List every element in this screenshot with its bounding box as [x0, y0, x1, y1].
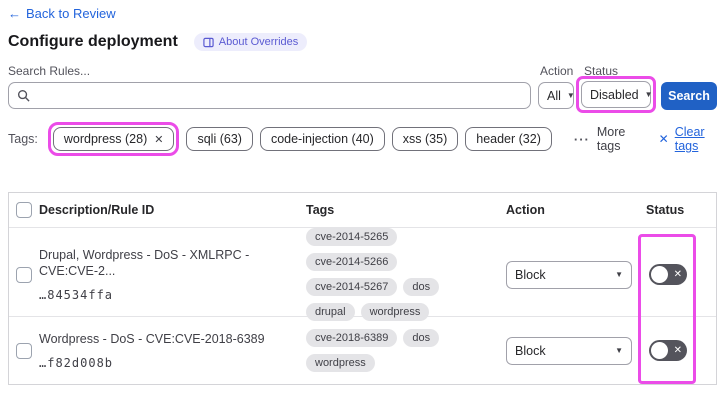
page-title: Configure deployment — [8, 33, 178, 50]
search-button[interactable]: Search — [661, 82, 717, 110]
tag-pill: dos — [403, 329, 440, 347]
more-tags-button[interactable]: ··· More tags — [574, 125, 637, 153]
row-checkbox[interactable] — [16, 266, 32, 283]
action-select-value: Block — [515, 267, 546, 282]
action-filter-value: All — [547, 88, 561, 103]
action-select[interactable]: Block ▼ — [506, 336, 632, 365]
title-row: Configure deployment About Overrides — [8, 33, 308, 51]
status-filter-value: Disabled — [590, 87, 639, 102]
rule-id: …f82d008b — [39, 356, 114, 371]
chevron-down-icon: ▼ — [615, 346, 623, 355]
status-filter-highlight-box: Disabled ▼ — [576, 76, 656, 113]
column-header-action: Action — [506, 203, 545, 217]
table-header-row: Description/Rule ID Tags Action Status — [9, 193, 716, 228]
close-icon: ✕ — [658, 132, 669, 146]
tag-chip-label: sqli (63) — [197, 132, 242, 146]
back-link-label: Back to Review — [26, 6, 116, 21]
remove-tag-icon[interactable]: ✕ — [154, 133, 164, 146]
rules-table: Description/Rule ID Tags Action Status D… — [8, 192, 717, 385]
action-select[interactable]: Block ▼ — [506, 260, 632, 289]
tag-pill: cve-2014-5267 — [306, 278, 398, 296]
search-rules-input-wrap — [8, 82, 531, 109]
search-rules-label: Search Rules... — [8, 64, 91, 78]
back-to-review-link[interactable]: ← Back to Review — [8, 6, 116, 21]
row-checkbox[interactable] — [16, 342, 32, 359]
tag-pill: wordpress — [360, 303, 430, 321]
status-label: Status — [584, 64, 619, 78]
tag-pill: drupal — [306, 303, 355, 321]
clear-tags-label: Clear tags — [674, 125, 705, 153]
tag-pill: wordpress — [306, 354, 375, 372]
column-header-status: Status — [646, 203, 685, 217]
search-icon — [17, 89, 30, 102]
tags-bar: Tags: wordpress (28) ✕ sqli (63) code-in… — [8, 122, 717, 156]
selected-tag-highlight-box: wordpress (28) ✕ — [47, 122, 180, 156]
clear-tags-button[interactable]: ✕ Clear tags — [659, 125, 717, 153]
tags-label: Tags: — [8, 132, 38, 146]
select-all-checkbox[interactable] — [16, 202, 32, 218]
rule-tags: cve-2018-6389 dos wordpress — [306, 329, 506, 372]
table-row: Drupal, Wordpress - DoS - XMLRPC - CVE:C… — [9, 228, 716, 321]
tag-pill: cve-2014-5266 — [306, 253, 398, 271]
rule-id: …84534ffa — [39, 288, 114, 303]
about-overrides-label: About Overrides — [218, 36, 299, 48]
tag-pill: dos — [403, 278, 440, 296]
tag-chip-header[interactable]: header (32) — [465, 127, 552, 151]
ellipsis-icon: ··· — [573, 131, 590, 147]
table-row: Wordpress - DoS - CVE:CVE-2018-6389 …f82… — [9, 317, 716, 384]
tag-chip-label: code-injection (40) — [270, 132, 374, 146]
tag-chip-label: wordpress (28) — [63, 132, 148, 146]
action-filter-dropdown[interactable]: All ▼ — [538, 82, 575, 109]
column-header-tags: Tags — [306, 203, 335, 217]
about-overrides-badge[interactable]: About Overrides — [193, 33, 308, 51]
search-rules-input[interactable] — [37, 88, 522, 103]
book-icon — [203, 37, 214, 47]
toggle-thumb — [651, 342, 668, 359]
action-select-value: Block — [515, 343, 546, 358]
tag-chip-label: header (32) — [476, 132, 541, 146]
action-label: Action — [540, 64, 574, 78]
toggle-thumb — [651, 266, 668, 283]
status-toggle[interactable]: ✕ — [649, 264, 687, 285]
tag-chip-code-injection[interactable]: code-injection (40) — [259, 127, 385, 151]
tag-pill: cve-2014-5265 — [306, 228, 398, 246]
status-filter-dropdown[interactable]: Disabled ▼ — [581, 81, 653, 108]
tag-chip-wordpress[interactable]: wordpress (28) ✕ — [52, 127, 175, 151]
rule-description: Wordpress - DoS - CVE:CVE-2018-6389 — [39, 331, 265, 346]
back-arrow-icon: ← — [8, 6, 21, 21]
more-tags-label: More tags — [596, 125, 626, 153]
chevron-down-icon: ▼ — [644, 90, 653, 99]
toggle-off-icon: ✕ — [673, 268, 682, 280]
tag-chip-label: xss (35) — [402, 132, 448, 146]
toggle-off-icon: ✕ — [673, 344, 682, 356]
chevron-down-icon: ▼ — [615, 270, 623, 279]
column-header-description: Description/Rule ID — [39, 203, 155, 217]
rule-description: Drupal, Wordpress - DoS - XMLRPC - CVE:C… — [39, 247, 250, 278]
status-toggle[interactable]: ✕ — [649, 340, 687, 361]
tag-chip-sqli[interactable]: sqli (63) — [186, 127, 253, 151]
rule-tags: cve-2014-5265 cve-2014-5266 cve-2014-526… — [306, 228, 506, 321]
tag-chip-xss[interactable]: xss (35) — [391, 127, 459, 151]
tag-pill: cve-2018-6389 — [306, 329, 398, 347]
chevron-down-icon: ▼ — [566, 91, 575, 100]
